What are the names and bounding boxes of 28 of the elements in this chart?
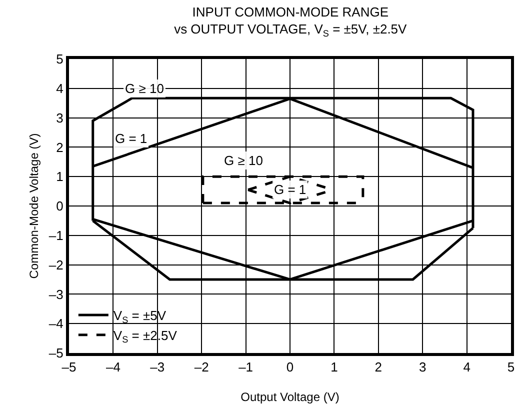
chart-title: INPUT COMMON-MODE RANGE vs OUTPUT VOLTAGE, V$_{S}$ = ±5V, ±2.5V — [174, 4, 408, 38]
y-tick-label: 1 — [56, 169, 64, 184]
y-tick-label: –5 — [48, 346, 64, 361]
x-tick-label: –3 — [150, 360, 165, 375]
y-tick-label: –4 — [48, 316, 64, 332]
y-tick-label: –1 — [48, 228, 64, 243]
x-tick-label: 3 — [418, 360, 426, 375]
x-tick-label: –2 — [194, 360, 209, 375]
y-tick-label: –3 — [48, 286, 64, 302]
annotation: G ≥ 10 — [224, 153, 263, 168]
y-tick-label: –2 — [48, 257, 64, 272]
x-tick-label: 0 — [286, 360, 294, 375]
annotation: G = 1 — [274, 182, 306, 197]
x-tick-label: –1 — [238, 360, 254, 375]
y-axis-title: Common-Mode Voltage (V) — [27, 133, 42, 279]
x-tick-label: 5 — [507, 360, 515, 375]
x-tick-label: 1 — [330, 360, 338, 375]
y-tick-label: 3 — [56, 110, 64, 126]
annotation: G ≥ 10 — [125, 81, 164, 96]
x-axis-title: Output Voltage (V) — [240, 390, 340, 404]
x-tick-label: –4 — [106, 360, 120, 375]
y-tick-label: 4 — [56, 80, 64, 96]
y-tick-label: 2 — [56, 140, 64, 155]
y-tick-label: 5 — [56, 52, 64, 67]
x-tick-label: 4 — [463, 360, 470, 375]
y-tick-label: 0 — [56, 198, 64, 214]
annotation: G = 1 — [115, 131, 148, 146]
x-tick-label: 2 — [374, 360, 382, 375]
